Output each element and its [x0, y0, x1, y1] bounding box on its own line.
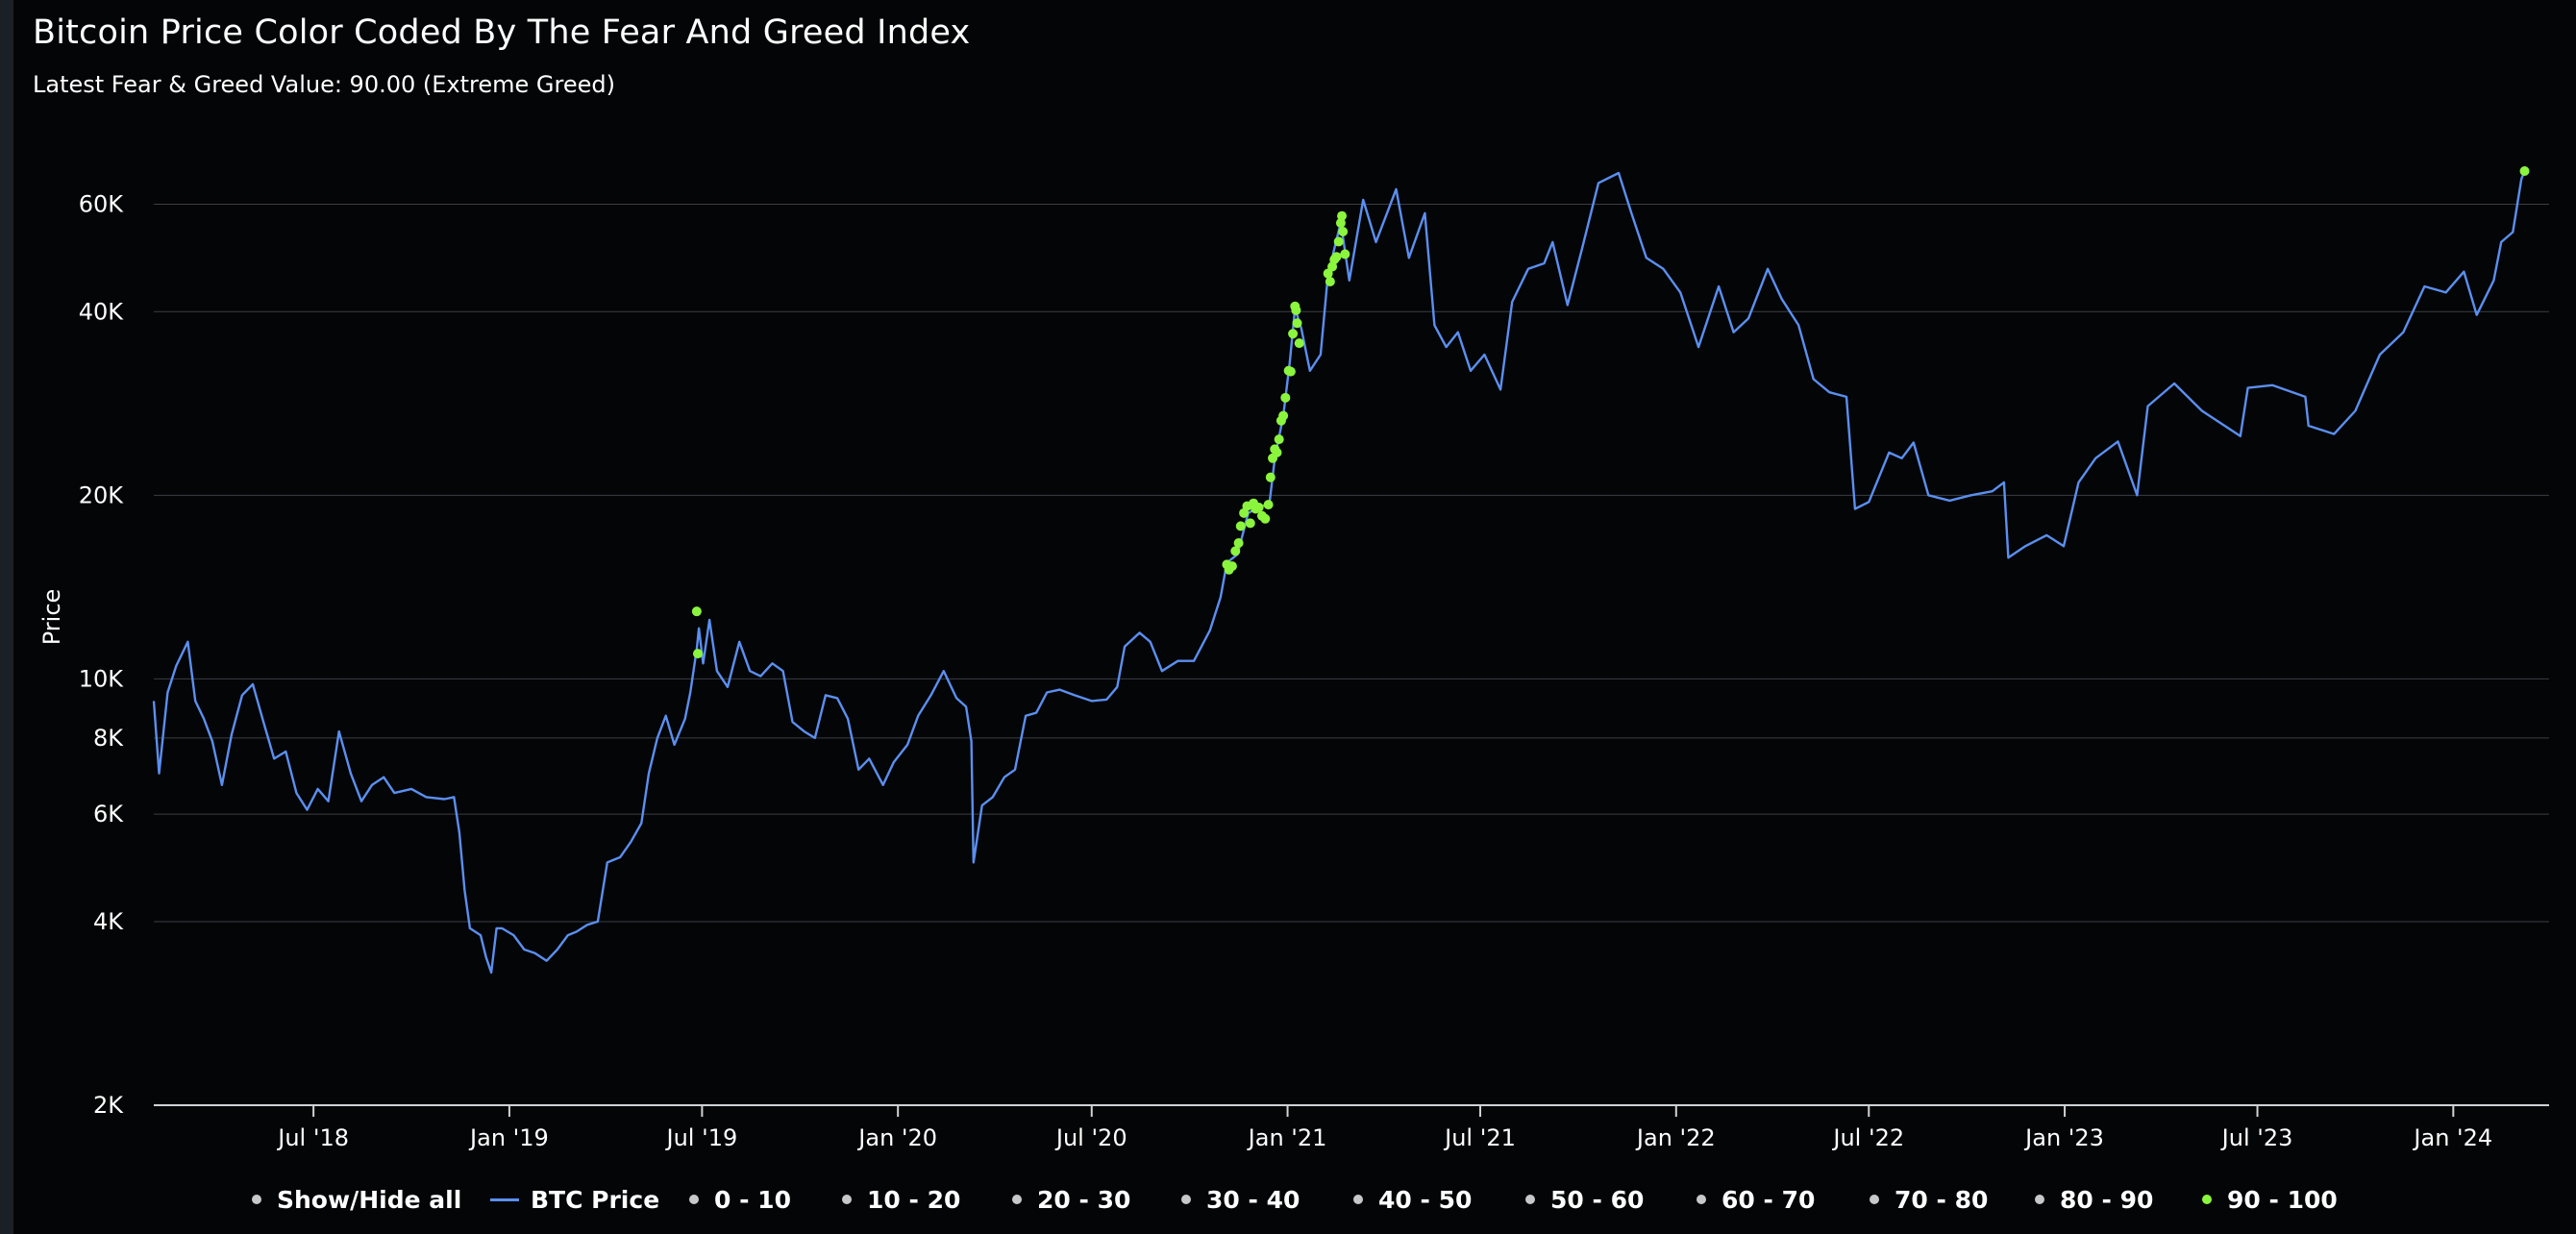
y-tick-label: 40K [79, 298, 125, 325]
legend-dot-icon [1181, 1195, 1191, 1204]
legend-label: BTC Price [531, 1185, 660, 1214]
legend-dot-icon [1353, 1195, 1363, 1204]
chart-title: Bitcoin Price Color Coded By The Fear An… [33, 13, 971, 52]
greed-point [1331, 252, 1342, 262]
grid-lines [154, 203, 2549, 1106]
legend-item-80-90[interactable]: 80 - 90 [2035, 1180, 2153, 1219]
greed-point [1274, 434, 1284, 445]
legend-item-90-100[interactable]: 90 - 100 [2202, 1180, 2338, 1219]
greed-point [692, 649, 703, 659]
legend-label: 50 - 60 [1550, 1185, 1645, 1214]
greed-point [1230, 546, 1241, 556]
legend-label: Show/Hide all [277, 1185, 462, 1214]
x-tick-label: Jan '23 [2023, 1124, 2104, 1151]
x-tick-label: Jul '22 [1831, 1124, 1904, 1151]
y-tick-label: 4K [93, 908, 124, 935]
legend-item-0-10[interactable]: 0 - 10 [689, 1180, 791, 1219]
legend-label: 60 - 70 [1721, 1185, 1816, 1214]
legend-dot-icon [252, 1195, 261, 1204]
legend-item-btc-price[interactable]: BTC Price [490, 1180, 659, 1219]
x-tick-label: Jul '23 [2220, 1124, 2293, 1151]
legend-label: 40 - 50 [1378, 1185, 1473, 1214]
greed-point [1288, 329, 1299, 339]
x-axis-ticks: Jul '18 Jan '19 Jul '19 Jan '20 Jul '20 Jan '… [276, 1105, 2492, 1151]
legend-item-20-30[interactable]: 20 - 30 [1012, 1180, 1130, 1219]
greed-point [1278, 410, 1289, 421]
legend-item-70-80[interactable]: 70 - 80 [1870, 1180, 1988, 1219]
greed-point [1260, 513, 1271, 524]
legend-label: 10 - 20 [867, 1185, 961, 1214]
y-axis-ticks: 2K 4K 6K 8K 10K 20K 40K 60K [79, 190, 125, 1119]
greed-point [1233, 538, 1244, 549]
greed-point [691, 606, 702, 617]
window-edge [0, 0, 13, 1234]
legend-dot-icon [2202, 1195, 2212, 1204]
greed-point [1263, 500, 1274, 510]
legend-line-icon [490, 1197, 519, 1201]
legend-dot-icon [842, 1195, 852, 1204]
series-layer [152, 170, 2526, 975]
legend-label: 70 - 80 [1895, 1185, 1989, 1214]
greed-point [1340, 249, 1350, 259]
y-tick-label: 20K [79, 481, 125, 508]
legend-dot-icon [1870, 1195, 1879, 1204]
legend-item-10-20[interactable]: 10 - 20 [842, 1180, 960, 1219]
greed-points-layer [691, 165, 2530, 659]
x-tick-label: Jan '19 [468, 1124, 549, 1151]
legend-item-40-50[interactable]: 40 - 50 [1353, 1180, 1472, 1219]
y-tick-label: 6K [93, 801, 124, 827]
chart-legend: Show/Hide all BTC Price 0 - 10 10 - 20 20 - … [0, 1180, 2576, 1219]
x-tick-label: Jul '18 [276, 1124, 349, 1151]
legend-label: 80 - 90 [2060, 1185, 2154, 1214]
legend-label: 30 - 40 [1206, 1185, 1300, 1214]
greed-point [1253, 503, 1264, 513]
greed-point [1280, 392, 1291, 403]
legend-label: 0 - 10 [714, 1185, 791, 1214]
y-tick-label: 2K [93, 1092, 124, 1119]
legend-dot-icon [1525, 1195, 1535, 1204]
legend-dot-icon [689, 1195, 699, 1204]
x-tick-label: Jan '21 [1247, 1124, 1327, 1151]
x-tick-label: Jul '21 [1443, 1124, 1516, 1151]
y-tick-label: 60K [79, 190, 125, 217]
greed-point [1272, 447, 1282, 457]
legend-dot-icon [2035, 1195, 2044, 1204]
y-tick-label: 10K [79, 665, 125, 692]
greed-point [1265, 472, 1276, 482]
legend-dot-icon [1012, 1195, 1022, 1204]
greed-point [1285, 366, 1296, 377]
x-tick-label: Jan '22 [1635, 1124, 1716, 1151]
greed-point [1333, 236, 1344, 247]
y-axis-label: Price [38, 589, 65, 646]
legend-item-50-60[interactable]: 50 - 60 [1525, 1180, 1644, 1219]
greed-point [1291, 305, 1301, 315]
greed-point [2519, 165, 2530, 176]
legend-dot-icon [1697, 1195, 1706, 1204]
greed-point [1245, 518, 1255, 529]
greed-point [1235, 521, 1246, 531]
x-tick-label: Jul '20 [1054, 1124, 1127, 1151]
greed-point [1226, 561, 1237, 572]
greed-point [1338, 227, 1349, 237]
x-tick-label: Jul '19 [665, 1124, 738, 1151]
greed-point [1325, 277, 1335, 287]
legend-item-30-40[interactable]: 30 - 40 [1181, 1180, 1300, 1219]
chart-subtitle: Latest Fear & Greed Value: 90.00 (Extrem… [33, 71, 615, 98]
legend-label: 90 - 100 [2227, 1185, 2338, 1214]
greed-point [1292, 318, 1302, 329]
greed-point [1337, 210, 1348, 221]
y-tick-label: 8K [93, 725, 124, 752]
legend-item-show-hide-all[interactable]: Show/Hide all [252, 1180, 461, 1219]
legend-label: 20 - 30 [1037, 1185, 1131, 1214]
x-tick-label: Jan '24 [2412, 1124, 2492, 1151]
btc-price-line [152, 170, 2526, 975]
x-tick-label: Jan '20 [856, 1124, 937, 1151]
legend-item-60-70[interactable]: 60 - 70 [1697, 1180, 1815, 1219]
greed-point [1294, 338, 1304, 349]
